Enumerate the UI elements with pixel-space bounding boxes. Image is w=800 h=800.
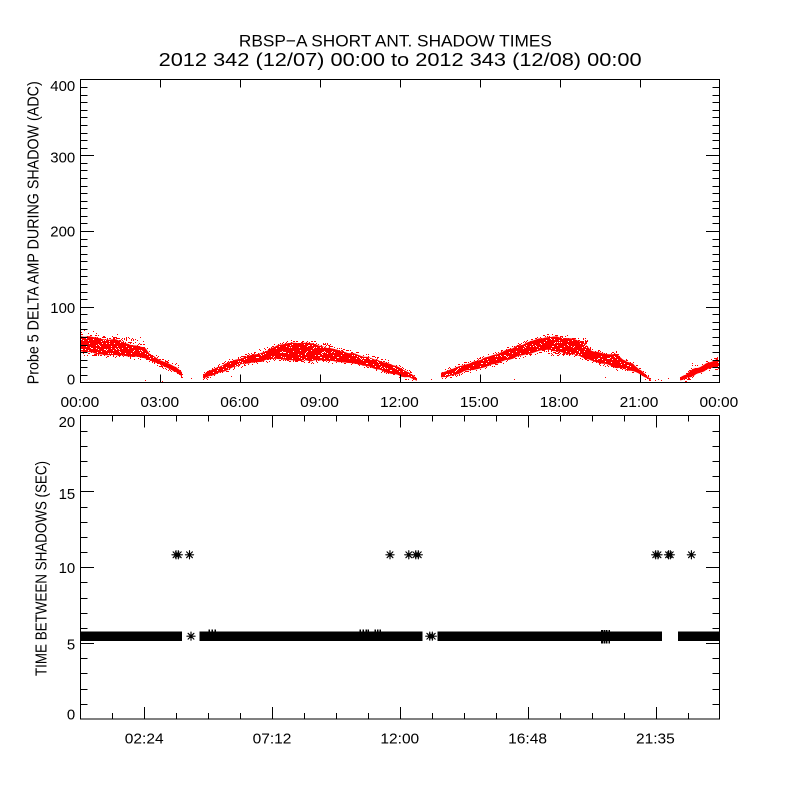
svg-text:300: 300: [50, 149, 75, 166]
svg-text:TIME BETWEEN SHADOWS (SEC): TIME BETWEEN SHADOWS (SEC): [34, 461, 51, 676]
svg-text:0: 0: [67, 371, 75, 388]
svg-text:09:00: 09:00: [300, 394, 339, 411]
svg-text:12:00: 12:00: [380, 394, 419, 411]
svg-text:400: 400: [50, 78, 75, 95]
svg-text:07:12: 07:12: [253, 730, 292, 747]
svg-text:03:00: 03:00: [140, 394, 179, 411]
svg-text:Probe 5 DELTA AMP DURING SHADO: Probe 5 DELTA AMP DURING SHADOW (ADC): [25, 81, 42, 384]
svg-text:12:00: 12:00: [380, 730, 419, 747]
svg-text:02:24: 02:24: [125, 730, 164, 747]
svg-text:06:00: 06:00: [220, 394, 259, 411]
svg-text:5: 5: [67, 636, 75, 653]
svg-text:18:00: 18:00: [540, 394, 579, 411]
svg-text:00:00: 00:00: [61, 394, 100, 411]
svg-text:21:00: 21:00: [620, 394, 659, 411]
svg-text:15:00: 15:00: [460, 394, 499, 411]
svg-text:2012 342 (12/07) 00:00 to 2012: 2012 342 (12/07) 00:00 to 2012 343 (12/0…: [159, 50, 642, 70]
svg-text:16:48: 16:48: [508, 730, 547, 747]
svg-text:RBSP−A SHORT ANT. SHADOW TIMES: RBSP−A SHORT ANT. SHADOW TIMES: [239, 32, 552, 51]
svg-text:100: 100: [50, 300, 75, 317]
svg-text:15: 15: [59, 486, 76, 503]
svg-text:20: 20: [59, 414, 76, 431]
svg-text:200: 200: [50, 223, 75, 240]
svg-text:21:35: 21:35: [636, 730, 675, 747]
svg-text:10: 10: [59, 560, 76, 577]
svg-text:0: 0: [67, 707, 75, 724]
svg-text:00:00: 00:00: [700, 394, 739, 411]
